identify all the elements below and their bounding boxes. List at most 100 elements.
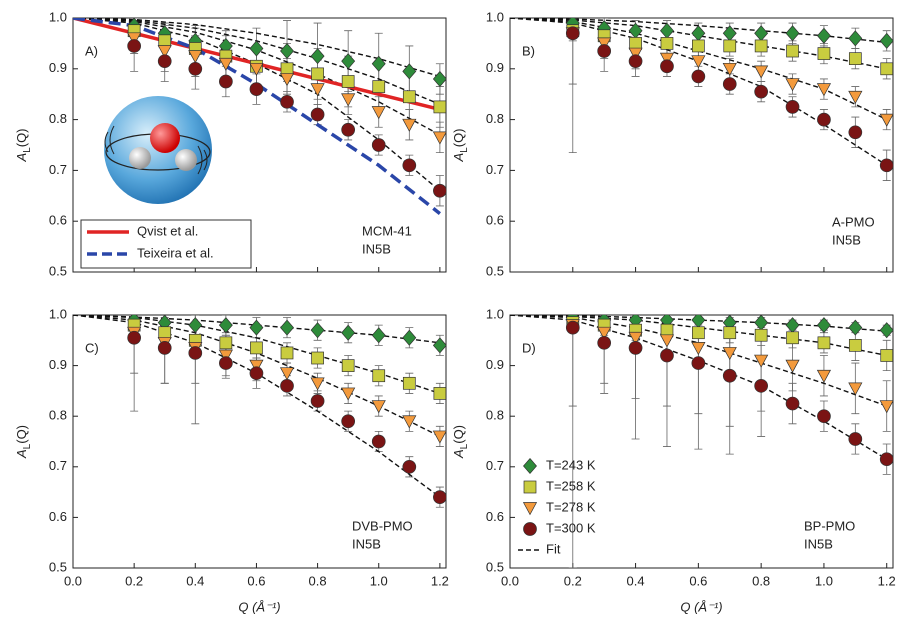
marker [310, 48, 325, 65]
marker [785, 396, 800, 411]
marker [659, 334, 675, 348]
marker [660, 323, 674, 337]
marker [249, 319, 264, 336]
marker [879, 322, 893, 339]
x-axis-label: Q (Å⁻¹) [238, 599, 280, 614]
marker [848, 90, 863, 104]
y-tick-label: 0.8 [486, 408, 504, 423]
plot-area [73, 18, 446, 215]
y-tick-label: 1.0 [49, 306, 67, 321]
marker [432, 131, 446, 145]
fit-line [510, 315, 887, 407]
y-tick-label: 0.6 [486, 509, 504, 524]
y-label-rest: (Q) [14, 128, 29, 147]
marker [433, 183, 446, 198]
legend-label: Qvist et al. [137, 223, 198, 238]
y-tick-label: 0.5 [486, 263, 504, 278]
marker [660, 22, 674, 39]
plot-area [510, 18, 893, 181]
marker [341, 414, 356, 429]
marker [249, 62, 264, 77]
x-tick-label: 0.6 [689, 573, 707, 588]
marker [280, 94, 294, 109]
x-tick-label: 1.2 [431, 573, 449, 588]
marker [523, 522, 537, 536]
marker [754, 25, 769, 42]
panel-label: D) [522, 340, 536, 355]
marker [433, 387, 446, 400]
y-tick-label: 0.7 [49, 458, 67, 473]
marker [691, 69, 706, 84]
x-tick-label: 1.2 [878, 573, 896, 588]
x-tick-label: 0.0 [501, 573, 519, 588]
marker [754, 84, 768, 99]
marker [817, 112, 831, 127]
marker [754, 328, 768, 342]
legend-label: Fit [546, 541, 561, 556]
panel: 0.5 0.6 0.7 0.8 0.9 1.0 0.0 0.2 0.4 0.6 0.8 1.0 1.2 Q… [14, 306, 449, 614]
y-tick-label: 1.0 [486, 306, 504, 321]
marker [628, 47, 643, 61]
y-tick-label: 0.5 [49, 559, 67, 574]
marker [785, 317, 800, 334]
fit-line [73, 18, 441, 78]
marker [372, 80, 386, 93]
y-tick-label: 0.9 [486, 60, 504, 75]
y-tick-label: 0.8 [486, 111, 504, 126]
marker [785, 359, 800, 373]
marker [817, 409, 831, 424]
marker [754, 315, 769, 331]
marker [310, 377, 325, 391]
marker [523, 480, 537, 494]
x-tick-label: 0.8 [309, 573, 327, 588]
marker [816, 369, 832, 383]
annotation: IN5B [352, 536, 381, 551]
marker [659, 52, 675, 66]
marker [432, 70, 446, 87]
marker [341, 324, 356, 341]
marker [188, 317, 203, 334]
x-tick-label: 0.4 [186, 573, 204, 588]
y-tick-label: 0.5 [49, 263, 67, 278]
marker [754, 354, 769, 368]
annotation: A-PMO [832, 214, 875, 229]
marker [280, 346, 294, 360]
y-label-rest: (Q) [451, 128, 466, 147]
marker [219, 356, 233, 370]
marker [371, 434, 386, 449]
panel: 0.5 0.6 0.7 0.8 0.9 1.0 0.0 0.2 0.4 0.6 0.8 1.0 1.2 Q… [451, 306, 896, 614]
marker [433, 100, 446, 114]
y-label-main: A [14, 153, 29, 163]
y-axis-label: AL(Q) [451, 425, 469, 459]
y-tick-label: 0.9 [49, 60, 67, 75]
marker [597, 326, 612, 340]
marker [522, 502, 538, 516]
panel: 0.5 0.6 0.7 0.8 0.9 1.0 AL(Q) A) MCM-41 IN5B Qvist… [14, 9, 447, 278]
marker [597, 44, 612, 58]
marker [310, 83, 325, 97]
marker [280, 319, 294, 336]
marker [279, 73, 295, 87]
marker [754, 378, 768, 393]
marker [692, 326, 705, 340]
x-tick-label: 0.4 [627, 573, 645, 588]
panel: 0.5 0.6 0.7 0.8 0.9 1.0 AL(Q) B) A-PMO IN5B [451, 9, 894, 278]
marker [341, 359, 355, 372]
y-tick-label: 0.7 [49, 162, 67, 177]
marker [341, 122, 356, 137]
y-label-main: A [451, 153, 466, 163]
marker [280, 378, 294, 393]
marker [219, 336, 233, 350]
panel-label: A) [85, 43, 98, 58]
marker [848, 319, 863, 336]
x-tick-label: 1.0 [370, 573, 388, 588]
marker [879, 452, 893, 467]
y-label-sub: L [22, 443, 33, 449]
marker [816, 83, 832, 97]
marker [402, 376, 416, 390]
marker [402, 329, 417, 346]
marker [432, 337, 446, 354]
marker [597, 335, 612, 350]
annotation: BP-PMO [804, 518, 855, 533]
